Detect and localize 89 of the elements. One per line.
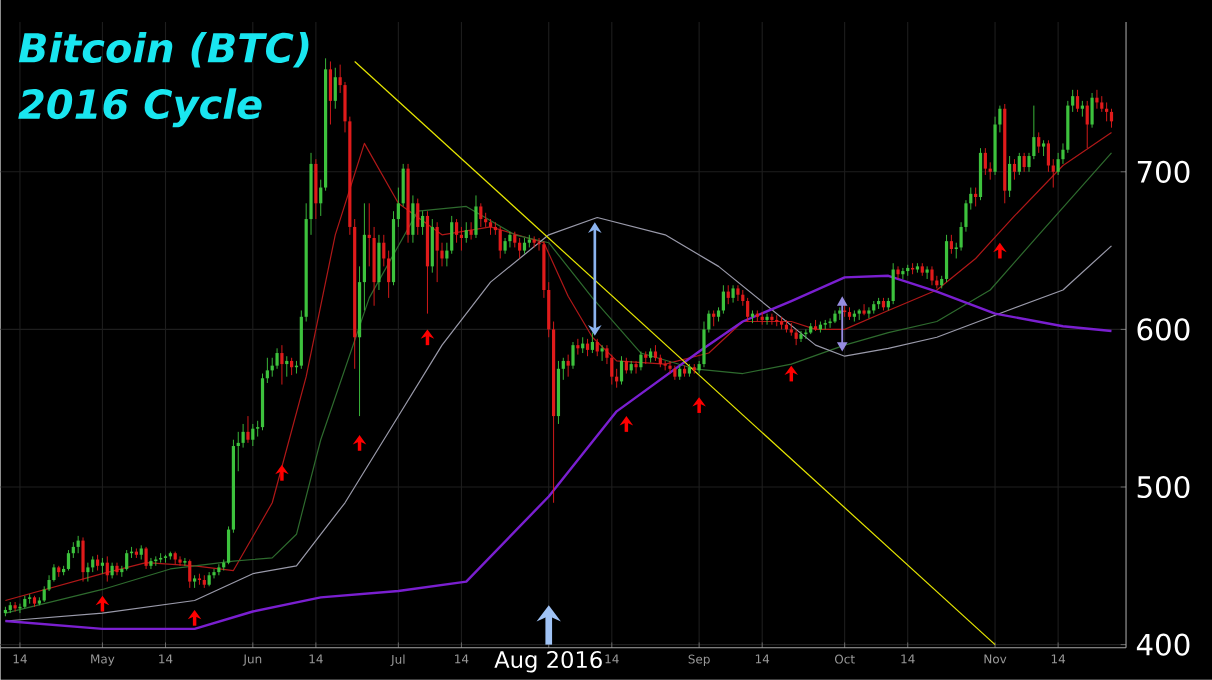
candlestick [144,546,148,570]
candlestick [435,221,439,283]
candlestick [721,284,725,315]
candlestick [619,355,624,386]
candlestick [212,568,216,580]
candlestick [1022,152,1026,173]
line-series [4,274,1113,631]
candlestick [862,303,866,316]
candlestick [566,354,570,378]
candlestick [314,158,318,220]
candlestick [930,266,934,286]
candlestick [66,549,71,572]
candlestick [556,360,561,425]
y-tick-label: 700 [1137,160,1190,184]
candlestick [746,297,750,323]
candlestick [910,262,915,275]
candlestick [125,549,129,572]
candlestick [1109,108,1114,129]
y-tick-label: 400 [1136,633,1190,656]
candlestick [896,266,900,280]
chart-title: Bitcoin (BTC) [18,32,309,68]
candlestick [377,234,381,291]
candlestick [275,348,279,370]
annotation: Aug 2016 [494,651,602,673]
candlestick [600,344,604,362]
candlestick [13,601,17,613]
candlestick [639,351,643,371]
candlestick [188,559,192,589]
candlestick [333,67,337,110]
candlestick [454,218,459,244]
candlestick [925,266,929,280]
candlestick [1012,158,1017,181]
y-tick-label: 500 [1137,476,1190,499]
candlestick [1085,100,1089,149]
candlestick [285,355,289,378]
candlestick [901,267,905,280]
candlestick [765,313,769,326]
y-tick-label: 600 [1137,318,1190,341]
candlestick [508,231,512,249]
candlestick [430,218,434,274]
candlestick [983,147,987,176]
candlestick [731,284,735,304]
candlestick [571,341,575,370]
candlestick [590,332,594,354]
candlestick [1090,92,1094,129]
candlestick [105,556,109,583]
candlestick [464,221,468,244]
candlestick [974,187,978,208]
candlestick [852,310,856,323]
candlestick [421,210,425,236]
candlestick [736,284,740,302]
candlestick [944,234,949,283]
candlestick [1037,132,1041,154]
candlestick [726,284,730,305]
candlestick [799,330,803,343]
candlestick [891,262,895,305]
candlestick [498,226,502,260]
candlestick [518,237,522,260]
candlestick [755,310,759,323]
candlestick [1017,152,1021,176]
candlestick [459,226,464,252]
candlestick [1075,89,1080,113]
candlestick [115,562,119,576]
candlestick [81,537,85,583]
candlestick [949,234,953,255]
candlestick [474,195,478,239]
candlestick [246,415,250,444]
candlestick [668,360,672,375]
candlestick [1105,102,1109,122]
candlestick [634,360,638,375]
candlestick [867,307,871,319]
candlestick [217,563,221,576]
candlestick [86,562,90,583]
candlestick [280,344,284,386]
candlestick [1095,89,1099,110]
candlestick [328,61,333,126]
candlestick [673,365,677,381]
candlestick [416,198,420,236]
candlestick [479,203,483,228]
candlestick [469,221,473,241]
candlestick [1008,155,1012,198]
candlestick [978,147,983,201]
candlestick [775,314,779,327]
candlestick [770,313,774,326]
candlestick [251,423,255,447]
candlestick [197,573,202,586]
text: 2016 Cycle [18,88,262,128]
candlestick [411,195,415,244]
candlestick [149,557,153,570]
